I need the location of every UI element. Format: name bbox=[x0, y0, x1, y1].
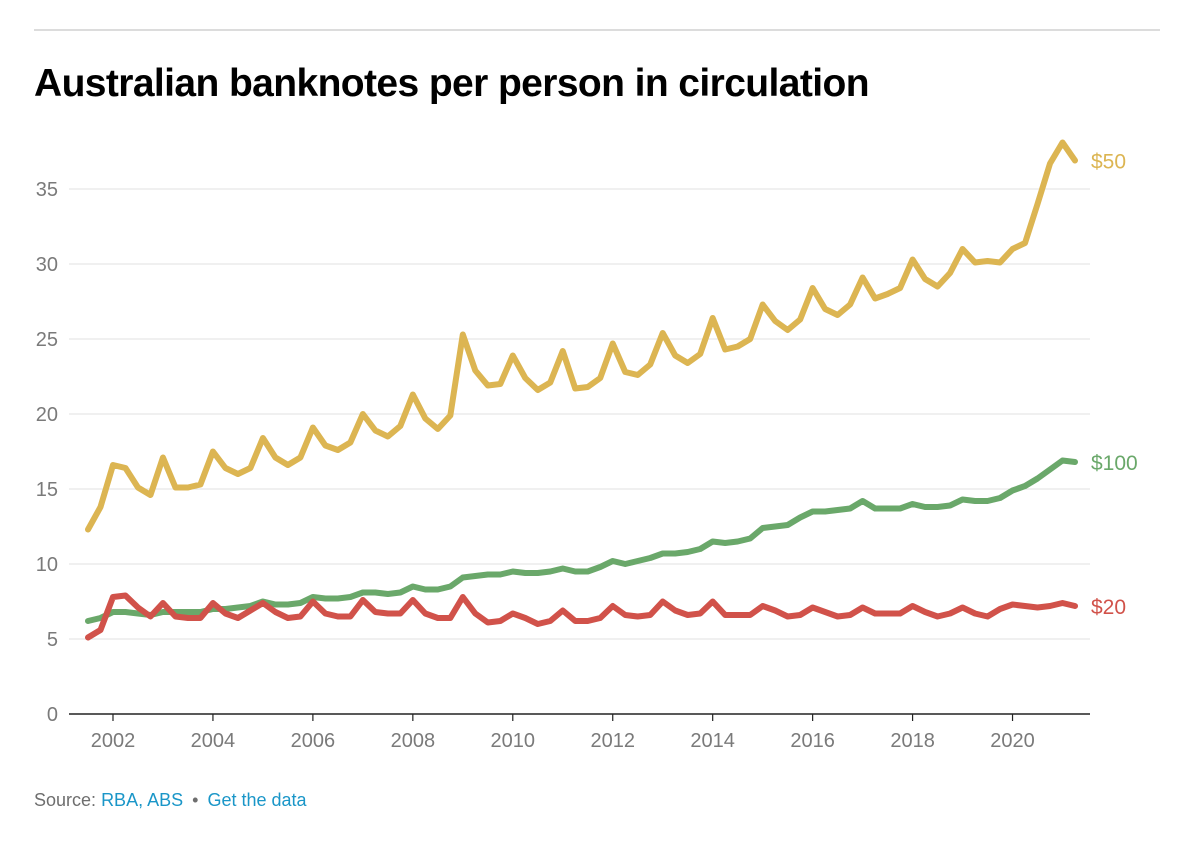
y-tick-label: 30 bbox=[36, 254, 58, 276]
source-link[interactable]: RBA, ABS bbox=[101, 790, 184, 810]
x-tick-label: 2006 bbox=[291, 730, 336, 752]
series-line-100 bbox=[85, 457, 1078, 624]
y-tick-label: 10 bbox=[36, 554, 58, 576]
y-tick-label: 35 bbox=[36, 179, 58, 201]
get-the-data-link[interactable]: Get the data bbox=[207, 790, 307, 810]
y-tick-label: 15 bbox=[36, 479, 58, 501]
series-label-50: $50 bbox=[1091, 151, 1126, 174]
series-line-50 bbox=[85, 139, 1078, 533]
x-axis: 2002 2004 2006 2008 2010 2012 2014 2016 2018 2020 bbox=[69, 713, 1090, 752]
footer: Source: RBA, ABS • Get the data bbox=[34, 790, 307, 811]
footer-separator: • bbox=[192, 790, 199, 810]
source-label: Source: bbox=[34, 790, 97, 810]
x-tick-label: 2016 bbox=[790, 730, 835, 752]
y-tick-label: 0 bbox=[47, 704, 58, 726]
x-tick-label: 2018 bbox=[890, 730, 935, 752]
series-lines bbox=[85, 139, 1078, 641]
x-tick-label: 2002 bbox=[91, 730, 136, 752]
x-tick-label: 2012 bbox=[590, 730, 635, 752]
y-tick-label: 5 bbox=[47, 629, 58, 651]
gridlines bbox=[69, 188, 1090, 640]
x-tick-label: 2020 bbox=[990, 730, 1035, 752]
series-line-20 bbox=[85, 592, 1078, 641]
series-label-20: $20 bbox=[1091, 596, 1126, 619]
y-tick-label: 20 bbox=[36, 404, 58, 426]
series-label-100: $100 bbox=[1091, 452, 1138, 475]
x-tick-label: 2008 bbox=[391, 730, 436, 752]
chart-title: Australian banknotes per person in circu… bbox=[34, 62, 870, 105]
x-tick-label: 2010 bbox=[491, 730, 536, 752]
top-divider bbox=[34, 29, 1160, 31]
series-labels: $50 $100 $20 bbox=[1091, 151, 1138, 620]
x-tick-label: 2004 bbox=[191, 730, 236, 752]
x-tick-label: 2014 bbox=[690, 730, 735, 752]
y-axis-ticks: 0 5 10 15 20 25 30 35 bbox=[36, 179, 58, 726]
y-tick-label: 25 bbox=[36, 329, 58, 351]
